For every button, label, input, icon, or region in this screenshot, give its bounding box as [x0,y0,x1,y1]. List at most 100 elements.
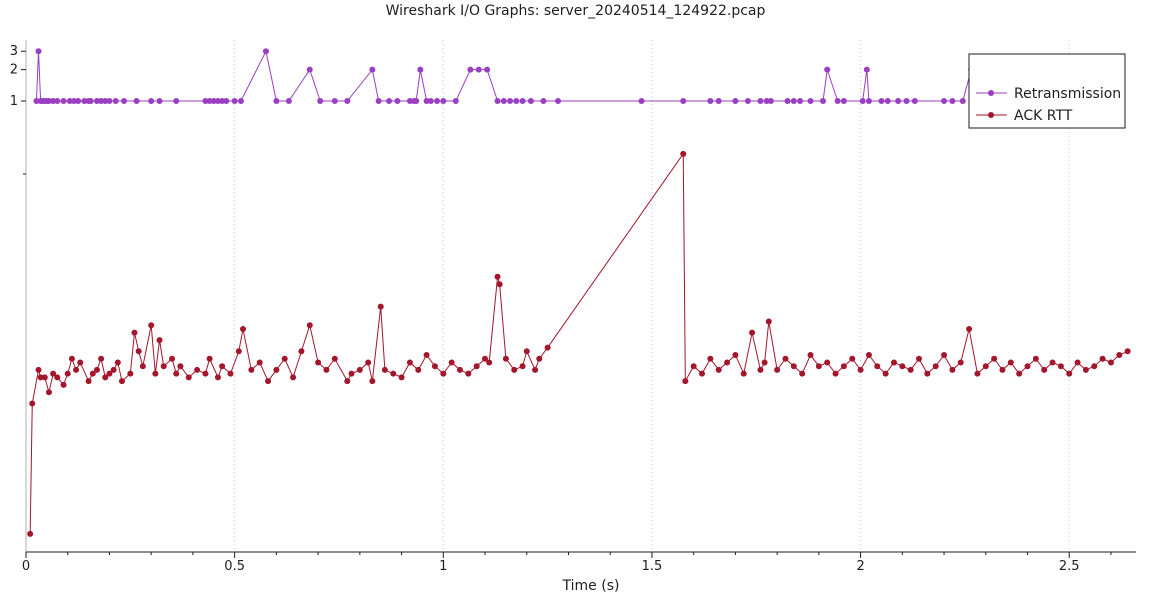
ack-rtt-point [749,329,756,336]
ack-rtt-point [1116,352,1123,359]
retransmission-point [33,98,40,104]
retransmission-point [219,98,226,104]
ack-rtt-point [456,366,463,373]
ack-rtt-point [824,359,831,366]
ack-rtt-point [281,355,288,362]
ack-rtt-point [1074,359,1081,366]
ack-rtt-point [1066,370,1073,377]
retransmission-point [413,98,420,104]
retransmission-point [206,98,213,104]
legend-box [968,53,1126,129]
ack-rtt-point [941,352,948,359]
retransmission-point [66,98,73,104]
retransmission-point [440,98,447,104]
retransmission-point [763,98,770,104]
ack-rtt-point [1057,363,1064,370]
x-tick-label: 0.5 [224,559,245,574]
ack-rtt-point [465,370,472,377]
ack-rtt-line [29,152,1128,534]
ack-rtt-point [194,366,201,373]
ack-rtt-point [93,366,100,373]
ack-rtt-point [440,370,447,377]
ack-rtt-point [502,355,509,362]
ack-rtt-point [982,363,989,370]
ack-rtt-point [957,359,964,366]
ack-rtt-point [765,318,772,325]
ack-rtt-point [50,370,57,377]
retransmission-point [406,98,413,104]
ack-rtt-point [423,352,430,359]
legend-label[interactable]: Retransmission [1014,86,1121,102]
retransmission-point [434,98,441,104]
ack-rtt-point [486,359,493,366]
ack-rtt-point [999,366,1006,373]
retransmission-point [824,66,831,73]
ack-rtt-point [235,348,242,355]
ack-rtt-point [482,355,489,362]
legend[interactable]: Retransmission ACK RTT [968,53,1126,129]
ack-rtt-point [64,370,71,377]
ack-rtt-point [356,366,363,373]
retransmission-point [911,98,918,104]
retransmission-point [744,98,751,104]
retransmission-point [484,66,491,73]
retransmission-point [45,98,52,104]
retransmission-point [732,98,739,104]
ack-rtt-point [991,355,998,362]
ack-rtt-point [60,381,67,388]
ack-rtt-point [832,370,839,377]
ack-rtt-point [1041,366,1048,373]
ack-rtt-point [532,366,539,373]
ack-rtt-point [782,355,789,362]
retransmission-point [369,66,376,73]
ack-rtt-point [899,363,906,370]
retransmission-point [949,98,956,104]
ack-rtt-point [248,366,255,373]
retransmission-point [50,98,57,104]
ack-rtt-point [365,359,372,366]
ack-rtt-point [45,389,52,396]
ack-rtt-point [85,378,92,385]
retransmission-point [231,98,238,104]
ack-rtt-point [315,359,322,366]
retransmission-point [475,66,482,73]
retransmission-point [237,98,244,104]
ack-rtt-point [160,363,167,370]
x-tick-label: 2 [856,559,864,574]
ack-rtt-point [740,370,747,377]
legend-label[interactable]: ACK RTT [1014,108,1073,124]
ack-rtt-point [177,363,184,370]
ack-rtt-point [139,363,146,370]
retransmission-point [112,98,119,104]
ack-rtt-point [148,322,155,329]
retransmission-point [467,66,474,73]
retransmission-point [959,98,966,104]
retransmission-point [840,98,847,104]
ack-rtt-point [106,370,113,377]
retransmission-point [331,98,338,104]
ack-rtt-point [73,366,80,373]
retransmission-line [35,49,972,102]
ack-rtt-point [448,359,455,366]
ack-rtt-point [757,366,764,373]
x-tick-label: 1.5 [642,559,663,574]
ack-rtt-point [857,366,864,373]
retransmission-point [106,98,113,104]
ack-rtt-point [680,150,687,157]
retransmission-point [81,98,88,104]
ack-rtt-point [323,366,330,373]
axes: 0 0.5 1 1.5 2 2.5 1 2 3 Time (s) [10,40,1136,594]
ack-rtt-point [1016,370,1023,377]
retransmission-point [555,98,562,104]
retransmission-point [767,98,774,104]
retransmission-point [540,98,547,104]
retransmission-point [417,66,424,73]
ack-rtt-point [265,378,272,385]
ack-rtt-point [882,370,889,377]
retransmission-point [273,98,280,104]
retransmission-point [317,98,324,104]
legend-swatch-marker [988,90,994,96]
retransmission-point [423,98,430,104]
ack-rtt-point [68,355,75,362]
